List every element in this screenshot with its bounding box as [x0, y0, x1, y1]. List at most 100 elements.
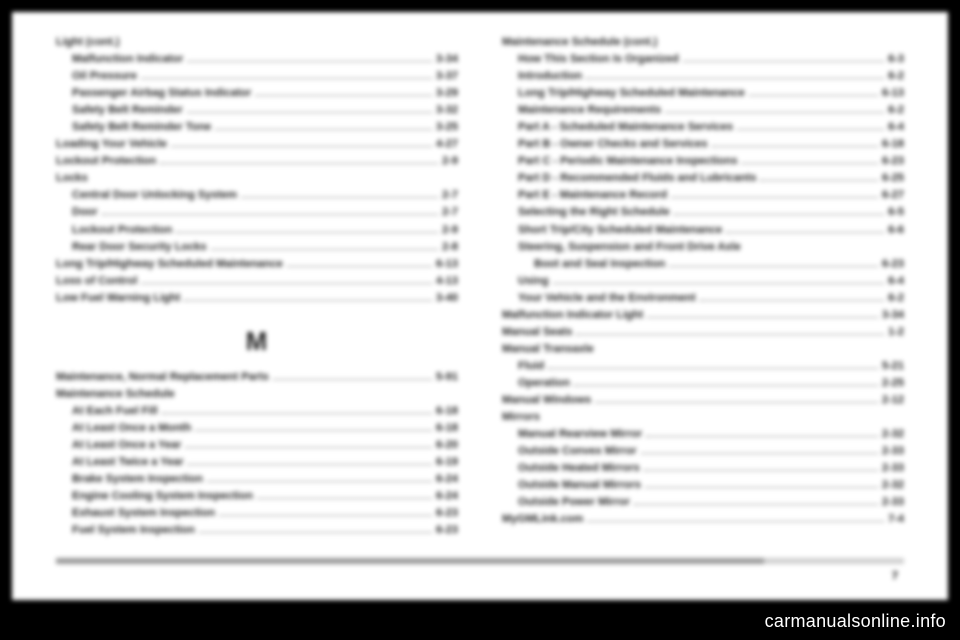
entry-page: 2-12 — [882, 392, 904, 409]
index-entry: Maintenance Schedule (cont.) — [502, 34, 904, 51]
entry-page: 2-9 — [442, 153, 458, 170]
entry-label: Engine Cooling System Inspection — [72, 488, 253, 505]
entry-label: Loading Your Vehicle — [56, 136, 167, 153]
entry-label: Part C - Periodic Maintenance Inspection… — [518, 153, 737, 170]
index-entry: Long Trip/Highway Scheduled Maintenance6… — [502, 85, 904, 102]
entry-label: Manual Seats — [502, 324, 572, 341]
footer-divider — [56, 558, 904, 564]
entry-page: 2-7 — [442, 187, 458, 204]
leader-dots — [171, 146, 432, 147]
page-number: 7 — [56, 564, 904, 582]
index-entry: Safety Belt Reminder 3-32 — [56, 102, 458, 119]
entry-page: 6-23 — [436, 505, 458, 522]
entry-label: Maintenance Requirements — [518, 102, 661, 119]
entry-page: 6-4 — [888, 273, 904, 290]
index-entry: Mirrors — [502, 409, 904, 426]
entry-label: Maintenance Schedule — [56, 386, 175, 403]
entry-label: Malfunction Indicator Light — [502, 307, 643, 324]
leader-dots — [674, 214, 885, 215]
entry-label: Oil Pressure — [72, 68, 137, 85]
entry-page: 5-21 — [882, 358, 904, 375]
entry-page: 6-6 — [888, 222, 904, 239]
index-entry: Selecting the Right Schedule6-5 — [502, 204, 904, 221]
entry-label: Part D - Recommended Fluids and Lubrican… — [518, 170, 756, 187]
leader-dots — [215, 129, 432, 130]
entry-label: MyGMLink.com — [502, 511, 583, 528]
entry-label: Part E - Maintenance Record — [518, 187, 667, 204]
index-entry: Safety Belt Reminder Tone3-25 — [56, 119, 458, 136]
entry-page: 2-32 — [882, 426, 904, 443]
leader-dots — [671, 197, 878, 198]
entry-label: Manual Transaxle — [502, 341, 594, 358]
leader-dots — [749, 95, 878, 96]
entry-label: Brake System Inspection — [72, 471, 203, 488]
leader-dots — [595, 402, 878, 403]
leader-dots — [669, 266, 878, 267]
index-entry: MyGMLink.com7-4 — [502, 511, 904, 528]
leader-dots — [634, 504, 878, 505]
index-entry: Low Fuel Warning Light 3-40 — [56, 290, 458, 307]
entry-page: 2-32 — [882, 477, 904, 494]
entry-label: Short Trip/City Scheduled Maintenance — [518, 222, 722, 239]
entry-label: Low Fuel Warning Light — [56, 290, 180, 307]
entry-label: Mirrors — [502, 409, 540, 426]
index-entry: Lockout Protection2-9 — [56, 222, 458, 239]
index-entry: Using6-4 — [502, 273, 904, 290]
entry-label: Safety Belt Reminder — [72, 102, 183, 119]
leader-dots — [207, 481, 432, 482]
entry-page: 2-9 — [442, 222, 458, 239]
index-entry: Oil Pressure3-37 — [56, 68, 458, 85]
entry-label: Light (cont.) — [56, 34, 120, 51]
entry-page: 2-33 — [882, 443, 904, 460]
entry-page: 2-33 — [882, 460, 904, 477]
entry-label: Fluid — [518, 358, 544, 375]
leader-dots — [241, 197, 438, 198]
entry-label: Outside Power Mirror — [518, 494, 630, 511]
entry-page: 3-25 — [436, 119, 458, 136]
entry-page: 5-91 — [436, 369, 458, 386]
leader-dots — [187, 112, 432, 113]
section-letter-m: M — [56, 321, 458, 361]
index-entry: Manual Windows2-12 — [502, 392, 904, 409]
entry-page: 6-3 — [888, 51, 904, 68]
entry-label: At Least Twice a Year — [72, 454, 183, 471]
leader-dots — [712, 146, 878, 147]
index-entry: Your Vehicle and the Environment6-2 — [502, 290, 904, 307]
entry-page: 1-2 — [888, 324, 904, 341]
leader-dots — [741, 163, 878, 164]
entry-page: 6-20 — [436, 437, 458, 454]
leader-dots — [184, 300, 432, 301]
index-entry: Fuel System Inspection6-23 — [56, 522, 458, 539]
entry-page: 2-33 — [882, 494, 904, 511]
leader-dots — [553, 283, 885, 284]
index-entry: Maintenance, Normal Replacement Parts5-9… — [56, 369, 458, 386]
entry-label: Your Vehicle and the Environment — [518, 290, 696, 307]
entry-label: Passenger Airbag Status Indicator — [72, 85, 251, 102]
index-entry: Steering, Suspension and Front Drive Axl… — [502, 239, 904, 256]
entry-page: 6-27 — [882, 187, 904, 204]
entry-page: 3-32 — [436, 102, 458, 119]
leader-dots — [162, 413, 432, 414]
index-entry: Fluid 5-21 — [502, 358, 904, 375]
entry-label: Part A - Scheduled Maintenance Services — [518, 119, 733, 136]
leader-dots — [187, 61, 432, 62]
index-entry: Short Trip/City Scheduled Maintenance 6-6 — [502, 222, 904, 239]
entry-page: 6-24 — [436, 471, 458, 488]
entry-label: Outside Manual Mirrors — [518, 477, 641, 494]
leader-dots — [548, 368, 878, 369]
entry-label: Outside Convex Mirror — [518, 443, 637, 460]
entry-page: 3-40 — [436, 290, 458, 307]
index-entry: Light (cont.) — [56, 34, 458, 51]
leader-dots — [102, 214, 438, 215]
index-entry: At Least Once a Year6-20 — [56, 437, 458, 454]
leader-dots — [587, 521, 884, 522]
entry-label: At Each Fuel Fill — [72, 403, 158, 420]
leader-dots — [760, 180, 878, 181]
entry-page: 6-18 — [882, 136, 904, 153]
entry-label: Maintenance Schedule (cont.) — [502, 34, 657, 51]
entry-label: Lockout Protection — [56, 153, 156, 170]
entry-label: Rear Door Security Locks — [72, 239, 207, 256]
entry-page: 6-5 — [888, 204, 904, 221]
index-entry: Maintenance Requirements6-2 — [502, 102, 904, 119]
leader-dots — [185, 447, 432, 448]
